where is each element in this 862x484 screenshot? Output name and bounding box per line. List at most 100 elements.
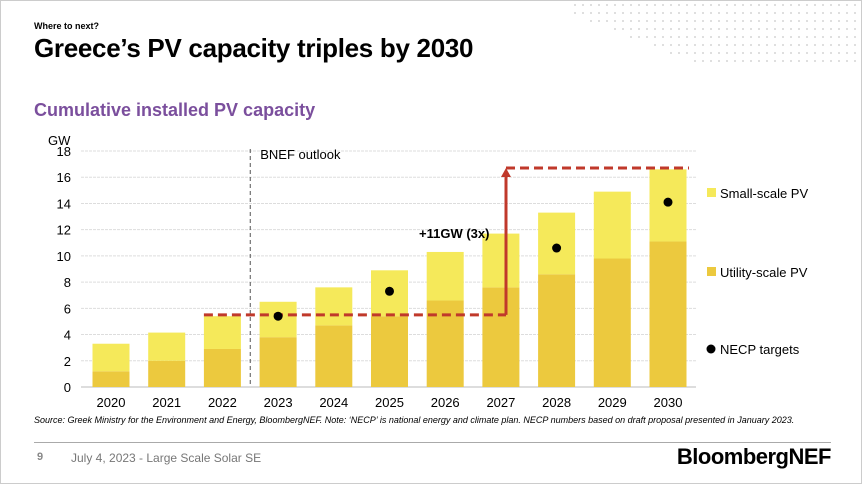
y-tick-label: 0 — [64, 380, 71, 395]
dot — [734, 12, 736, 14]
dot — [614, 12, 616, 14]
dot — [670, 44, 672, 46]
dot — [734, 44, 736, 46]
dot — [806, 20, 808, 22]
dot — [598, 4, 600, 6]
divider — [34, 442, 831, 443]
dot — [574, 12, 576, 14]
dot — [606, 20, 608, 22]
dot — [646, 4, 648, 6]
dot — [830, 28, 832, 30]
dot — [686, 12, 688, 14]
dot — [702, 28, 704, 30]
dot — [830, 52, 832, 54]
dot — [854, 52, 856, 54]
dot — [622, 20, 624, 22]
dot — [846, 20, 848, 22]
dot — [766, 52, 768, 54]
dot — [726, 60, 728, 62]
dot — [806, 44, 808, 46]
dot — [830, 12, 832, 14]
dot — [814, 28, 816, 30]
dot — [846, 60, 848, 62]
dot — [750, 20, 752, 22]
dot — [766, 60, 768, 62]
dot — [798, 60, 800, 62]
dot — [630, 20, 632, 22]
dot — [726, 36, 728, 38]
y-tick-label: 16 — [57, 170, 71, 185]
dot — [718, 52, 720, 54]
dot — [846, 12, 848, 14]
dot — [830, 44, 832, 46]
dot — [790, 44, 792, 46]
bar-small-scale-pv — [482, 233, 520, 288]
dot — [718, 60, 720, 62]
dot — [710, 44, 712, 46]
bar-utility-scale-pv — [92, 371, 130, 387]
dot — [790, 28, 792, 30]
dot — [718, 4, 720, 6]
dot — [758, 4, 760, 6]
dot — [846, 36, 848, 38]
dot — [710, 20, 712, 22]
dot — [854, 44, 856, 46]
necp-target-point — [385, 286, 394, 296]
dot — [838, 36, 840, 38]
dot — [766, 44, 768, 46]
dot — [822, 36, 824, 38]
dot — [822, 52, 824, 54]
necp-target-point — [273, 311, 283, 321]
dot — [694, 52, 696, 54]
dot — [774, 36, 776, 38]
dot — [622, 28, 624, 30]
bar-utility-scale-pv — [593, 258, 631, 387]
dot — [742, 28, 744, 30]
dot — [662, 20, 664, 22]
dot — [686, 44, 688, 46]
dot — [814, 12, 816, 14]
necp-target-point — [552, 243, 562, 253]
y-tick-label: 2 — [64, 354, 71, 369]
dot — [742, 20, 744, 22]
dot — [806, 52, 808, 54]
bar-small-scale-pv — [203, 316, 241, 349]
dot — [854, 12, 856, 14]
dot — [790, 4, 792, 6]
dot — [678, 36, 680, 38]
dot — [678, 12, 680, 14]
dot — [774, 12, 776, 14]
dot — [838, 28, 840, 30]
dot — [686, 20, 688, 22]
dot — [838, 4, 840, 6]
dot — [678, 4, 680, 6]
bar-utility-scale-pv — [259, 337, 297, 387]
dot — [806, 12, 808, 14]
dot — [678, 28, 680, 30]
bar-utility-scale-pv — [148, 360, 186, 387]
dot — [838, 20, 840, 22]
dot — [734, 4, 736, 6]
footer-text: July 4, 2023 - Large Scale Solar SE — [71, 451, 262, 465]
outlook-label: BNEF outlook — [260, 147, 341, 162]
dot — [838, 52, 840, 54]
dot — [806, 28, 808, 30]
dot — [822, 4, 824, 6]
dot — [846, 52, 848, 54]
dot — [670, 52, 672, 54]
y-tick-label: 12 — [57, 223, 71, 238]
dot — [750, 60, 752, 62]
dot — [726, 4, 728, 6]
dot — [662, 12, 664, 14]
dot — [630, 36, 632, 38]
dot — [606, 4, 608, 6]
dot — [734, 36, 736, 38]
x-tick-label: 2020 — [97, 395, 126, 410]
dot — [798, 28, 800, 30]
dot — [718, 44, 720, 46]
dot — [654, 20, 656, 22]
dot — [686, 28, 688, 30]
dot — [758, 20, 760, 22]
dot — [646, 12, 648, 14]
